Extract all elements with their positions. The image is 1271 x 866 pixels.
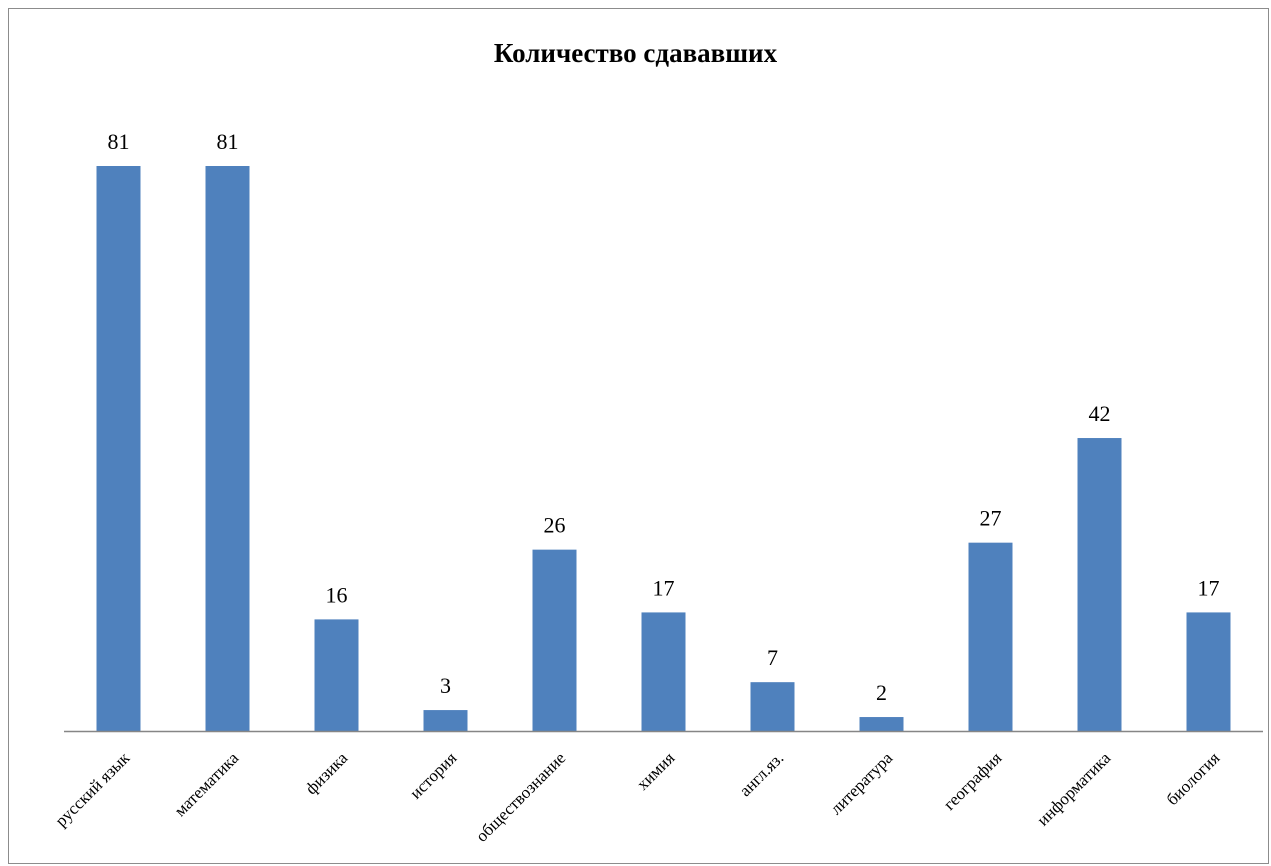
bar-4	[532, 549, 577, 731]
tick-label-7: литература	[826, 748, 896, 818]
data-label-0: 81	[108, 129, 130, 154]
bar-8	[968, 542, 1013, 731]
tick-label-10: биология	[1163, 748, 1224, 809]
bar-3	[423, 710, 468, 731]
tick-label-0: русский язык	[51, 748, 133, 830]
tick-label-5: химия	[633, 748, 679, 794]
bar-9	[1077, 438, 1122, 731]
data-label-1: 81	[217, 129, 239, 154]
tick-label-6: англ.яз.	[736, 748, 788, 800]
data-label-3: 3	[440, 673, 451, 698]
tick-label-2: физика	[301, 748, 351, 798]
value-labels-layer: 81 81 16 3 26 17 7 2 27 42 17	[108, 129, 1220, 705]
data-label-5: 17	[653, 575, 675, 600]
data-label-7: 2	[876, 680, 887, 705]
bar-5	[641, 612, 686, 731]
data-label-9: 42	[1089, 401, 1111, 426]
data-label-8: 27	[980, 506, 1002, 531]
bar-6	[750, 682, 795, 731]
bar-0	[96, 166, 141, 731]
bar-1	[205, 166, 250, 731]
tick-label-3: история	[406, 748, 460, 802]
tick-label-4: обществознание	[472, 748, 569, 845]
tick-labels-layer: русский язык математика физика история общес…	[51, 748, 1223, 846]
data-label-4: 26	[544, 513, 566, 538]
bar-2	[314, 619, 359, 731]
bar-10	[1186, 612, 1231, 731]
bar-7	[859, 717, 904, 731]
tick-label-1: математика	[171, 748, 243, 820]
tick-label-9: информатика	[1033, 748, 1114, 829]
chart-title: Количество сдававших	[493, 38, 778, 68]
tick-label-8: география	[940, 748, 1006, 814]
bars-layer	[96, 166, 1231, 731]
data-label-6: 7	[767, 645, 778, 670]
data-label-2: 16	[326, 582, 348, 607]
data-label-10: 17	[1198, 575, 1220, 600]
